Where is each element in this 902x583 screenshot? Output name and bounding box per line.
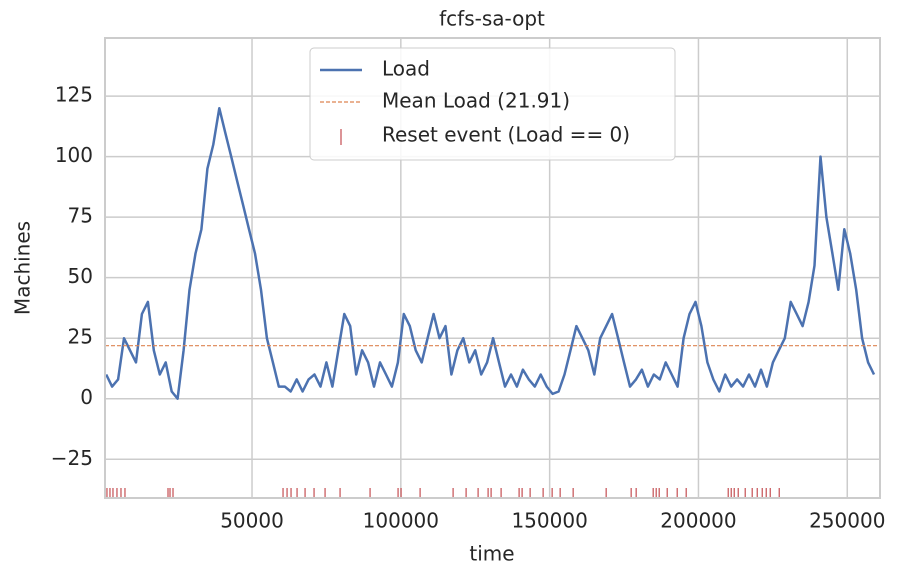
y-tick-label: 0: [80, 385, 93, 409]
plot-frame: [104, 37, 881, 499]
x-tick-label: 250000: [809, 509, 885, 533]
load-line: [105, 106, 876, 400]
y-tick-label: 125: [55, 83, 93, 107]
legend-box: [309, 47, 676, 161]
y-tick-label: 25: [68, 325, 93, 349]
x-tick-label: 150000: [511, 509, 587, 533]
x-tick-label: 50000: [220, 509, 284, 533]
x-axis-label: time: [469, 542, 514, 566]
y-tick-label: 50: [68, 264, 93, 288]
y-tick-label: −25: [51, 446, 93, 470]
x-tick-label: 200000: [660, 509, 736, 533]
y-tick-label: 75: [68, 204, 93, 228]
plot: [105, 106, 880, 498]
legend-label: Mean Load (21.91): [382, 89, 570, 113]
legend-label: Load: [382, 57, 430, 81]
legend: Load Mean Load (21.91) Reset event (Load =…: [309, 47, 676, 161]
legend-label: Reset event (Load == 0): [382, 123, 630, 147]
y-axis-label: Machines: [11, 221, 35, 315]
x-tick-label: 100000: [363, 509, 439, 533]
y-tick-label: 100: [55, 143, 93, 167]
chart-title: fcfs-sa-opt: [439, 7, 545, 31]
